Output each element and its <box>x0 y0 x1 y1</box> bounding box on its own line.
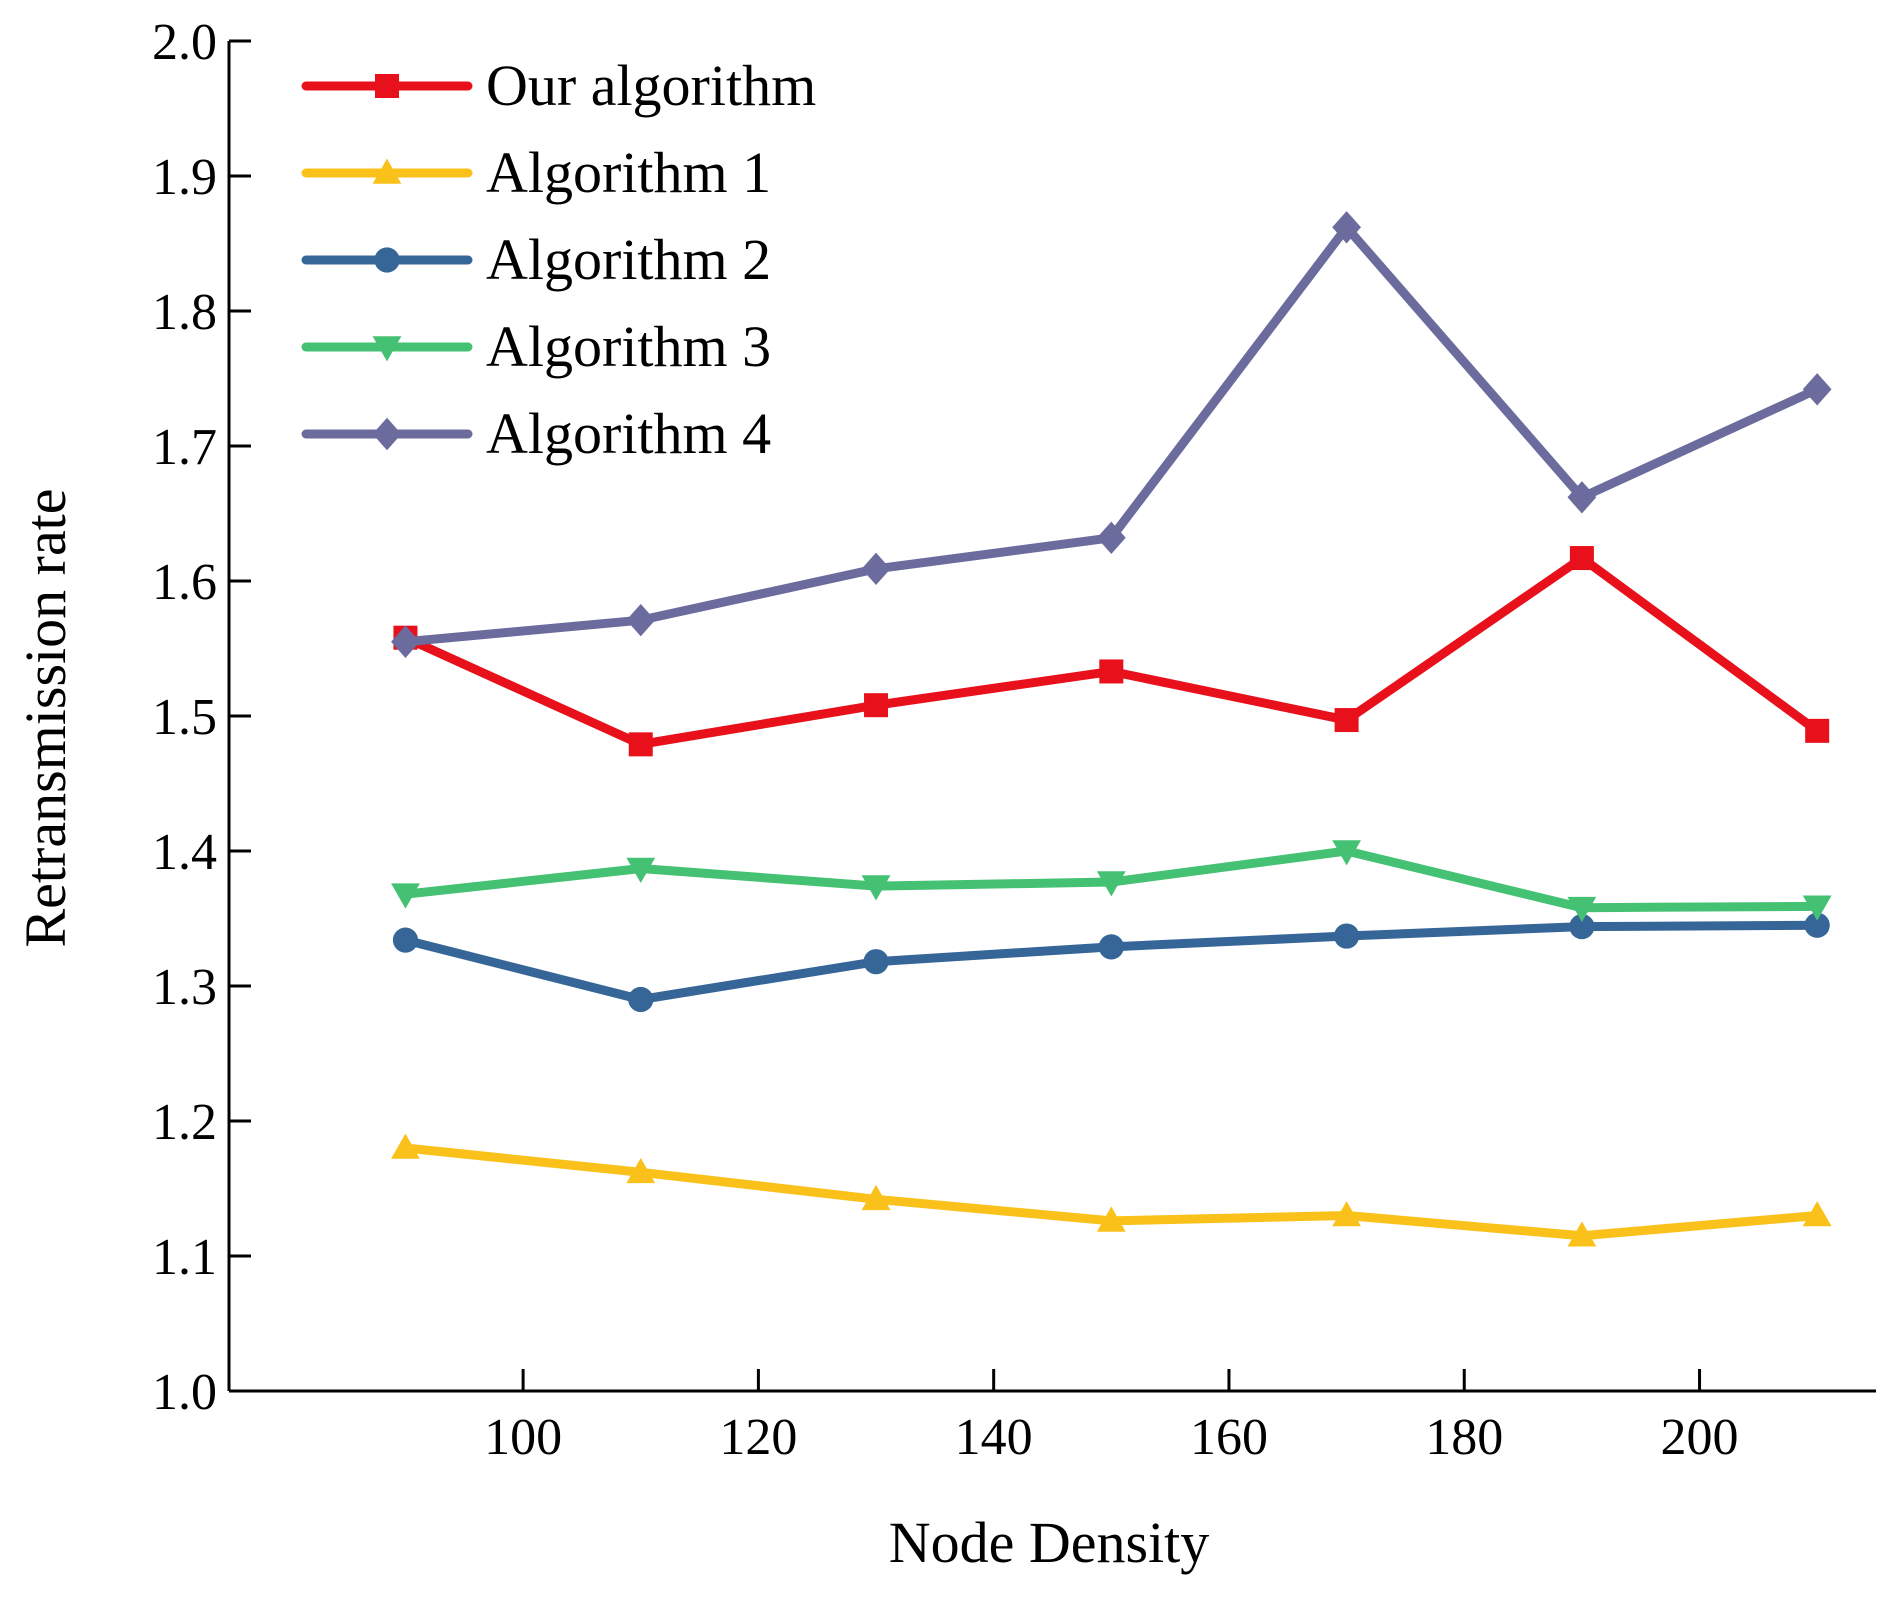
data-point-our-algorithm <box>1334 708 1359 733</box>
legend-item-algorithm-2: Algorithm 2 <box>301 227 771 292</box>
series-layer <box>391 211 1832 1247</box>
x-tick-label: 200 <box>1661 1409 1739 1466</box>
data-point-our-algorithm <box>628 732 653 757</box>
legend-label: Algorithm 1 <box>486 140 771 205</box>
legend-item-algorithm-1: Algorithm 1 <box>301 140 771 205</box>
y-axis-title: Retransmission rate <box>13 488 78 947</box>
data-point-algorithm-1 <box>626 1157 656 1184</box>
data-point-algorithm-1 <box>861 1184 891 1211</box>
data-point-algorithm-3 <box>1567 896 1597 923</box>
x-tick-label: 140 <box>955 1409 1033 1466</box>
data-point-algorithm-2 <box>1098 934 1124 960</box>
data-point-algorithm-1 <box>391 1133 420 1159</box>
y-tick-label: 1.0 <box>152 1364 217 1421</box>
x-tick-label: 160 <box>1190 1409 1268 1466</box>
data-point-algorithm-1 <box>1332 1201 1362 1227</box>
data-point-our-algorithm <box>1569 546 1594 571</box>
data-point-algorithm-3 <box>861 875 891 901</box>
data-point-algorithm-4 <box>861 552 891 586</box>
data-point-algorithm-2 <box>1334 923 1360 949</box>
data-point-algorithm-1 <box>1567 1221 1597 1247</box>
legend-marker <box>372 336 402 362</box>
data-point-algorithm-2 <box>392 927 419 953</box>
legend-label: Algorithm 2 <box>486 227 771 292</box>
x-tick-label: 120 <box>719 1409 797 1466</box>
series-our-algorithm <box>393 546 1830 757</box>
y-tick-label: 1.7 <box>152 419 217 476</box>
data-point-algorithm-3 <box>1096 871 1126 897</box>
y-tick-label: 1.5 <box>152 689 217 746</box>
legend-label: Algorithm 3 <box>486 314 771 379</box>
legend-marker <box>374 247 400 273</box>
series-line-our-algorithm <box>400 553 1822 749</box>
series-algorithm-4 <box>391 211 1832 658</box>
data-point-our-algorithm <box>1099 659 1124 684</box>
legend-label: Algorithm 4 <box>486 401 771 466</box>
data-point-algorithm-3 <box>391 883 420 909</box>
legend-label: Our algorithm <box>486 53 816 118</box>
x-axis-title: Node Density <box>889 1510 1210 1575</box>
data-point-algorithm-4 <box>1802 373 1832 406</box>
x-tick-label: 100 <box>484 1409 562 1466</box>
legend-item-algorithm-4: Algorithm 4 <box>301 401 771 466</box>
data-point-algorithm-3 <box>1332 840 1362 866</box>
y-tick-label: 1.6 <box>152 554 217 611</box>
data-point-algorithm-4 <box>1332 211 1362 244</box>
y-tick-label: 1.4 <box>152 824 217 881</box>
y-tick-label: 2.0 <box>152 14 217 71</box>
data-point-algorithm-2 <box>1569 914 1595 940</box>
data-point-algorithm-2 <box>1804 912 1830 938</box>
data-point-algorithm-4 <box>1096 521 1126 554</box>
legend-marker <box>372 158 402 184</box>
data-point-algorithm-4 <box>1567 481 1597 514</box>
data-point-algorithm-3 <box>1802 895 1832 921</box>
y-tick-label: 1.2 <box>152 1094 217 1151</box>
data-point-algorithm-1 <box>1096 1206 1126 1232</box>
y-tick-label: 1.9 <box>152 149 217 206</box>
legend: Our algorithm Algorithm 1 Algorithm 2 Algor… <box>301 53 816 466</box>
data-point-our-algorithm <box>1805 718 1830 743</box>
y-tick-label: 1.3 <box>152 959 217 1016</box>
legend-item-our-algorithm: Our algorithm <box>301 53 816 118</box>
legend-marker <box>372 417 402 451</box>
data-point-our-algorithm <box>864 693 889 718</box>
y-tick-label: 1.1 <box>152 1229 217 1286</box>
series-algorithm-2 <box>392 912 1830 1013</box>
series-algorithm-1 <box>391 1133 1832 1247</box>
data-point-algorithm-4 <box>626 603 656 637</box>
data-point-algorithm-1 <box>1802 1201 1832 1227</box>
data-point-algorithm-2 <box>628 986 654 1013</box>
data-point-algorithm-4 <box>391 625 420 658</box>
axes: 1.0 1.1 1.2 1.3 1.4 1.5 1.6 1.7 1.8 1.9 2.0 100 120 1… <box>152 14 1876 1466</box>
data-point-algorithm-3 <box>626 857 656 883</box>
series-algorithm-3 <box>391 840 1832 923</box>
data-point-algorithm-2 <box>863 949 889 975</box>
x-tick-label: 180 <box>1425 1409 1503 1466</box>
legend-marker <box>375 74 399 98</box>
legend-item-algorithm-3: Algorithm 3 <box>301 314 771 379</box>
y-tick-label: 1.8 <box>152 284 217 341</box>
